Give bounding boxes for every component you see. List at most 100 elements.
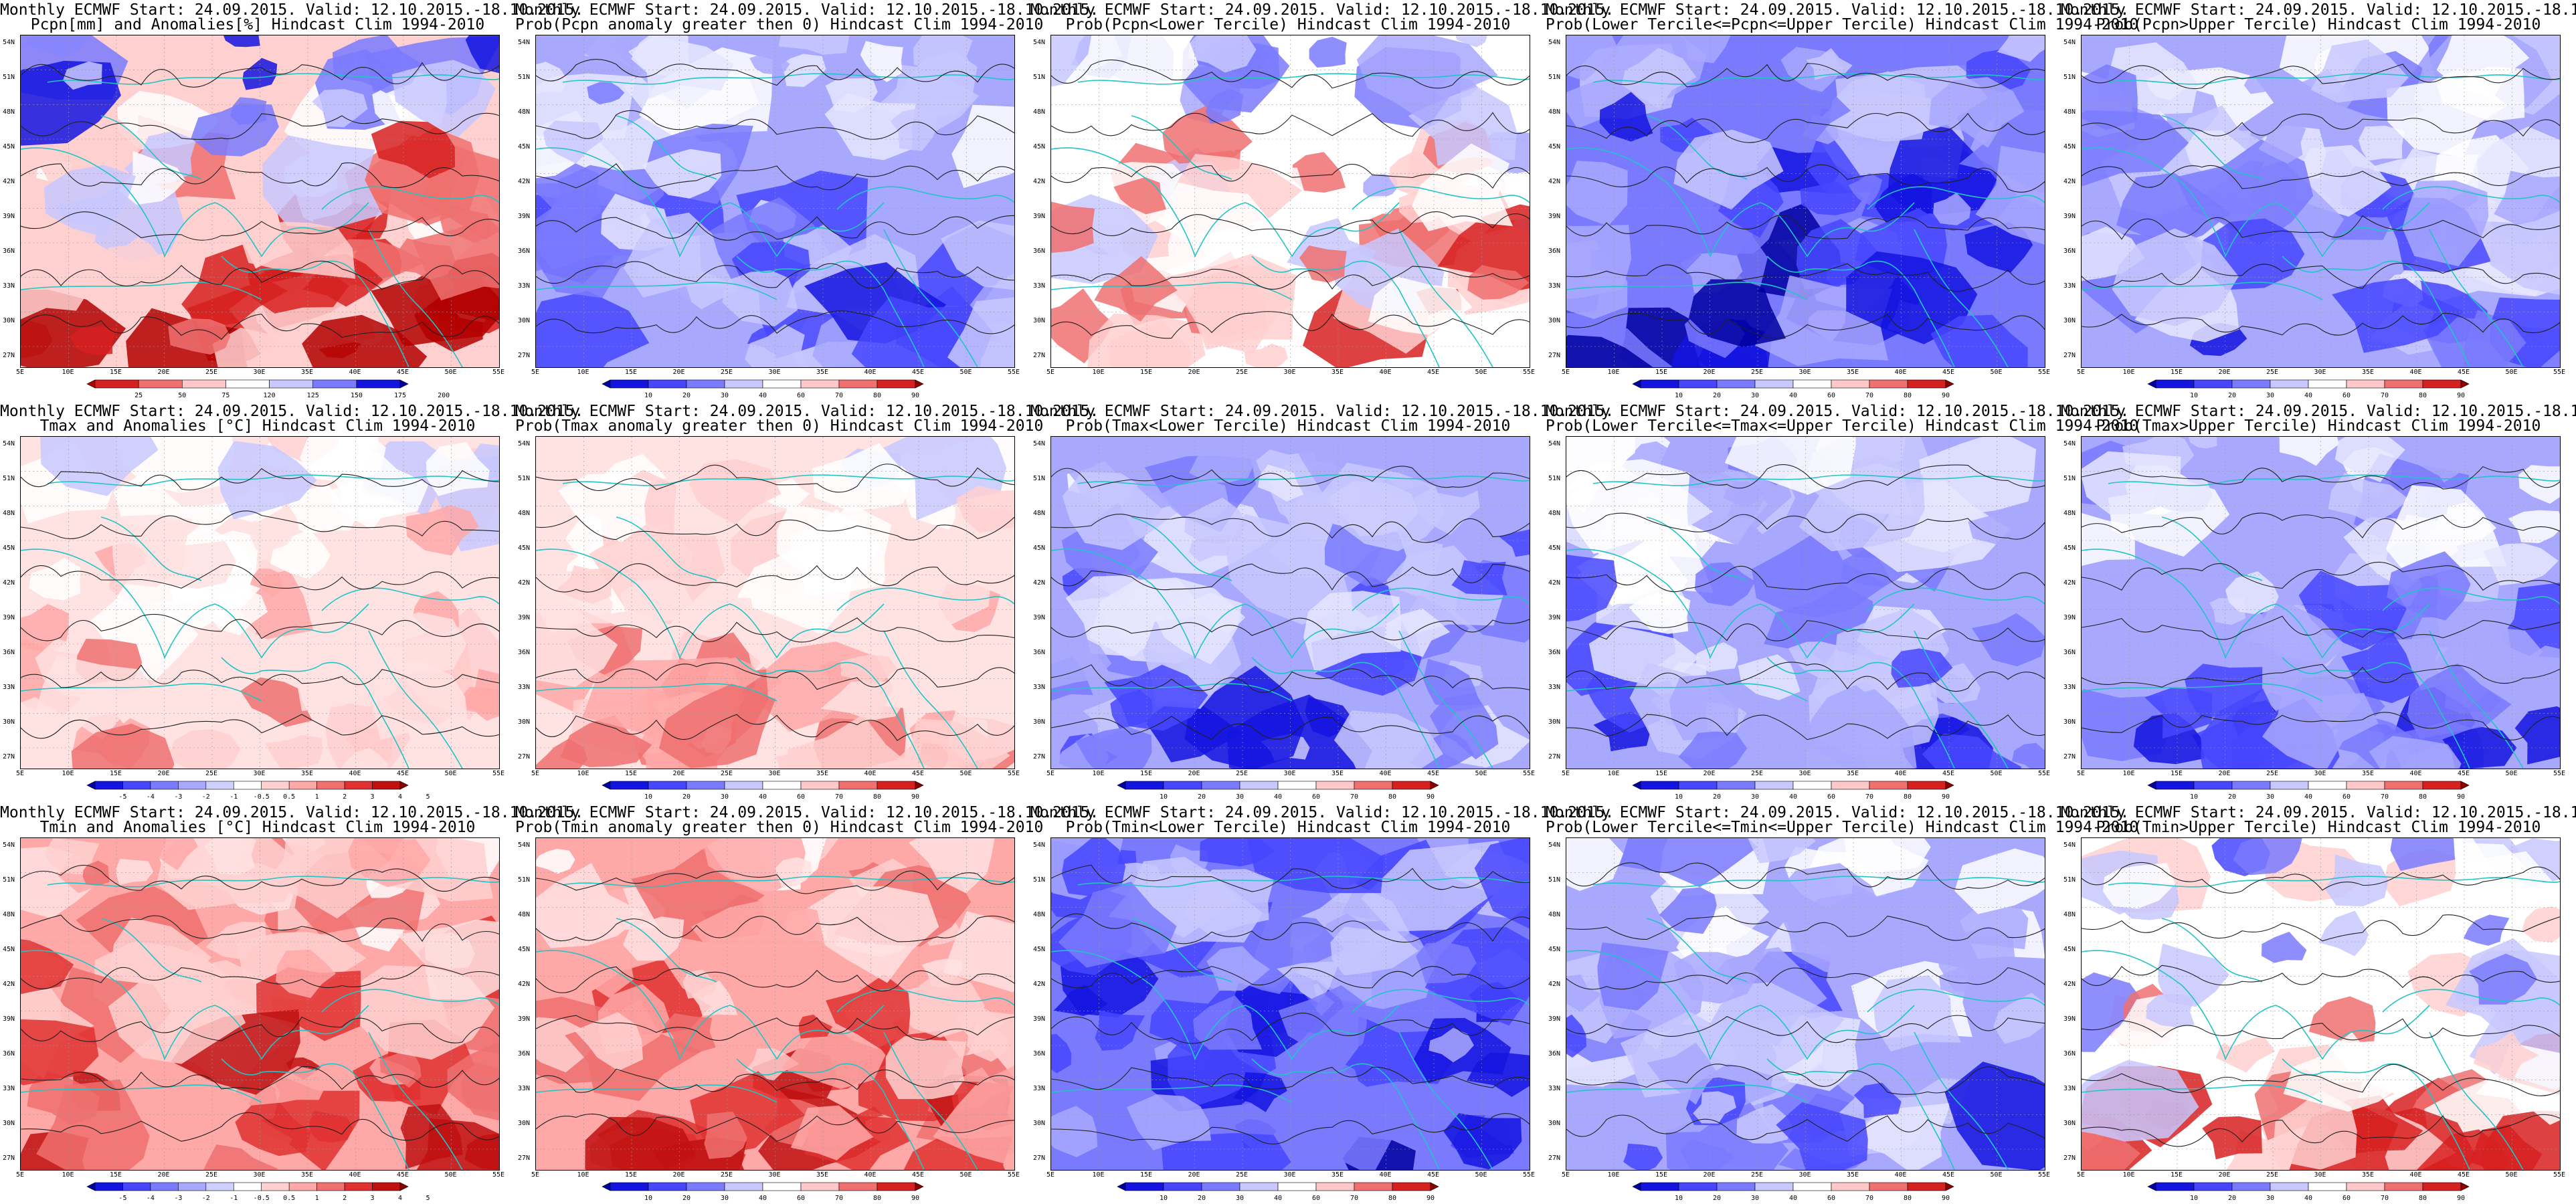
lat-tick-label: 54N	[518, 841, 531, 849]
lat-tick-label: 42N	[3, 178, 15, 185]
lat-tick-label: 45N	[2063, 143, 2076, 150]
colorbar-segment	[877, 379, 916, 389]
colorbar-right-arrow	[1945, 1182, 1954, 1191]
colorbar-segment	[2346, 1182, 2385, 1191]
contour-lines	[536, 59, 1014, 334]
lon-tick-label: 40E	[1379, 369, 1392, 376]
colorbar-segment	[610, 781, 649, 790]
contour-lines	[2082, 466, 2560, 740]
lon-tick-label: 30E	[768, 770, 781, 777]
colorbar-segment	[288, 1182, 317, 1191]
colorbar-label: -4	[146, 1195, 155, 1202]
map-gridlines	[1051, 838, 1530, 1170]
map-gridlines	[21, 35, 499, 367]
colorbar-segment	[724, 379, 763, 389]
lon-tick-label: 5E	[2076, 1171, 2086, 1179]
lat-tick-label: 48N	[518, 108, 531, 116]
lat-tick-label: 27N	[518, 1155, 531, 1162]
lon-tick-label: 10E	[62, 770, 74, 777]
lat-tick-label: 42N	[1033, 178, 1046, 185]
colorbar-segment	[1792, 379, 1832, 389]
lon-tick-label: 50E	[444, 1171, 457, 1179]
lon-tick-label: 20E	[2218, 1171, 2231, 1179]
lon-tick-label: 45E	[2457, 369, 2470, 376]
lon-tick-label: 50E	[444, 770, 457, 777]
lat-tick-label: 33N	[518, 684, 531, 691]
colorbar-segment	[2193, 781, 2233, 790]
colorbar-segment	[1125, 781, 1164, 790]
colorbar-segment	[2308, 1182, 2347, 1191]
colorbar-label: 30	[2266, 793, 2275, 801]
colorbar-left-arrow	[2147, 379, 2156, 389]
shaded-field	[1566, 437, 2045, 769]
panel-title-line1: Monthly ECMWF Start: 24.09.2015. Valid: …	[1546, 804, 2130, 821]
colorbar-label: 90	[911, 793, 920, 801]
map-gridlines	[2082, 838, 2560, 1170]
lon-tick-label: 10E	[1607, 1171, 1620, 1179]
lat-tick-label: 51N	[3, 876, 15, 884]
panel-title-line2: Prob(Tmin<Lower Tercile) Hindcast Clim 1…	[1065, 819, 1511, 836]
lat-tick-label: 36N	[2063, 649, 2076, 656]
lon-tick-label: 25E	[1235, 369, 1249, 376]
colorbar-label: 80	[1388, 1195, 1397, 1202]
coastlines	[1051, 73, 1530, 367]
lat-tick-label: 30N	[1033, 718, 1046, 726]
colorbar-segment	[1201, 1182, 1240, 1191]
colorbar-label: 3	[370, 1195, 375, 1202]
lat-tick-label: 48N	[3, 108, 15, 116]
colorbar-label: 5	[426, 793, 430, 801]
lat-tick-label: 51N	[2063, 475, 2076, 482]
colorbar-segment	[269, 379, 314, 389]
lon-tick-label: 35E	[2361, 369, 2375, 376]
lat-tick-label: 48N	[1548, 911, 1561, 918]
colorbar-segment	[1239, 781, 1279, 790]
colorbar-label: 4	[397, 793, 403, 801]
lon-tick-label: 25E	[2266, 770, 2279, 777]
colorbar-label: 120	[263, 392, 276, 399]
colorbar-segment	[138, 379, 183, 389]
lat-tick-label: 36N	[2063, 1050, 2076, 1058]
lon-tick-label: 20E	[672, 1171, 685, 1179]
lon-tick-label: 55E	[2037, 770, 2051, 777]
colorbar-label: 60	[2342, 1195, 2351, 1202]
colorbar-label: 90	[911, 1195, 920, 1202]
colorbar-right-arrow	[1430, 1182, 1439, 1191]
lat-tick-label: 27N	[3, 753, 15, 761]
lon-tick-label: 5E	[15, 770, 25, 777]
lon-tick-label: 30E	[253, 369, 266, 376]
panel-title-line2: Prob(Tmin>Upper Tercile) Hindcast Clim 1…	[2096, 819, 2541, 836]
coastlines	[2082, 474, 2560, 769]
lat-tick-label: 30N	[3, 718, 15, 726]
colorbar-segment	[122, 781, 151, 790]
lon-tick-label: 55E	[2037, 1171, 2051, 1179]
lon-tick-label: 15E	[2170, 369, 2183, 376]
lon-tick-label: 20E	[1188, 770, 1200, 777]
colorbar	[1632, 781, 1954, 790]
colorbar-label: 30	[720, 1195, 729, 1202]
lon-tick-label: 50E	[959, 770, 972, 777]
colorbar-right-arrow	[2460, 379, 2470, 389]
lat-tick-label: 36N	[1033, 649, 1046, 656]
colorbar-label: 4	[397, 1195, 403, 1202]
colorbar-label: 60	[796, 793, 806, 801]
colorbar-segment	[648, 1182, 687, 1191]
colorbar-right-arrow	[2460, 1182, 2470, 1191]
colorbar-label: 70	[834, 793, 844, 801]
colorbar-label: 75	[221, 392, 230, 399]
lat-tick-label: 42N	[3, 981, 15, 988]
lon-tick-label: 5E	[15, 1171, 25, 1179]
colorbar-segment	[1754, 1182, 1794, 1191]
lon-tick-label: 20E	[1703, 369, 1716, 376]
map-gridlines	[1566, 437, 2045, 769]
shaded-field	[1051, 838, 1530, 1170]
contour-lines	[2082, 862, 2560, 1147]
panel-title-line2: Tmin and Anomalies [°C] Hindcast Clim 19…	[39, 819, 476, 836]
panel-title-line1: Monthly ECMWF Start: 24.09.2015. Valid: …	[515, 1, 1099, 19]
lat-tick-label: 54N	[1033, 841, 1046, 849]
colorbar-segment	[94, 1182, 123, 1191]
colorbar-label: 70	[2380, 1195, 2389, 1202]
lat-tick-label: 48N	[3, 510, 15, 517]
map-area	[1050, 436, 1530, 769]
panel-title-line1: Monthly ECMWF Start: 24.09.2015. Valid: …	[1030, 403, 1615, 420]
colorbar-label: 60	[796, 392, 806, 399]
